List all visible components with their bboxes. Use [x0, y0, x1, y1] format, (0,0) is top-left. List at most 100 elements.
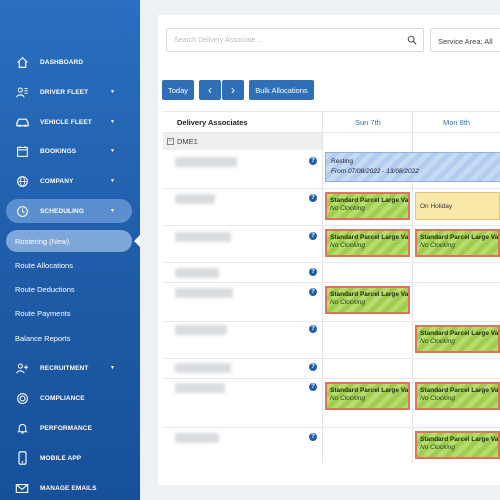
holiday-cell[interactable]: On Holiday: [415, 192, 500, 220]
subnav-balance-reports[interactable]: Balance Reports: [6, 327, 132, 349]
prev-button[interactable]: ‹: [199, 80, 221, 100]
nav-label: MOBILE APP: [40, 454, 82, 462]
subnav-route-payments[interactable]: Route Payments: [6, 302, 132, 324]
column-divider: [412, 112, 413, 463]
nav-vehicle-fleet[interactable]: VEHICLE FLEET ▼: [0, 110, 140, 134]
bulk-allocations-button[interactable]: Bulk Allocations: [249, 80, 314, 100]
next-button[interactable]: ›: [222, 80, 244, 100]
associate-name-redacted: [175, 157, 237, 167]
main-panel: Search Delivery Associate ... Service Ar…: [158, 15, 500, 485]
row-divider: [163, 321, 500, 322]
row-divider: [163, 132, 500, 133]
shift-cell[interactable]: Standard Parcel Large Va No Clocking: [415, 229, 500, 257]
nav-mobile-app[interactable]: MOBILE APP: [0, 446, 140, 470]
today-button[interactable]: Today: [162, 80, 194, 100]
subnav-label: Route Allocations: [15, 260, 73, 270]
subnav-label: Route Payments: [15, 308, 71, 318]
associate-name-redacted: [175, 433, 219, 443]
associate-name-redacted: [175, 383, 225, 393]
shift-status: No Clocking: [330, 205, 366, 212]
help-icon[interactable]: ?: [309, 268, 317, 276]
shift-status: No Clocking: [420, 444, 456, 451]
shift-cell[interactable]: Standard Parcel Large Va No Clocking: [325, 192, 410, 220]
shift-title: Standard Parcel Large Va: [420, 330, 499, 337]
column-divider: [322, 112, 323, 463]
nav-performance[interactable]: PERFORMANCE: [0, 416, 140, 440]
day-header-sun[interactable]: Sun 7th: [355, 117, 381, 127]
shift-title: Standard Parcel Large Va: [330, 291, 409, 298]
car-icon: [14, 114, 30, 130]
collapse-icon[interactable]: −: [167, 138, 174, 145]
shift-status: No Clocking: [330, 242, 366, 249]
nav-compliance[interactable]: COMPLIANCE: [0, 386, 140, 410]
row-divider: [163, 427, 500, 428]
day-header-mon[interactable]: Mon 8th: [443, 117, 471, 127]
nav-recruitment[interactable]: RECRUITMENT ▼: [0, 356, 140, 380]
subnav-route-allocations[interactable]: Route Allocations: [6, 254, 132, 276]
nav-manage-emails[interactable]: MANAGE EMAILS: [0, 476, 140, 500]
nav-company[interactable]: COMPANY ▼: [0, 169, 140, 193]
shift-title: Standard Parcel Large Va: [420, 436, 499, 443]
row-divider: [163, 282, 500, 283]
associate-name-redacted: [175, 268, 219, 278]
service-area-select[interactable]: Service Area: All: [430, 28, 500, 52]
nav-label: DRIVER FLEET: [40, 88, 89, 96]
calendar-icon: [14, 143, 30, 159]
help-icon[interactable]: ?: [309, 194, 317, 202]
shift-title: Standard Parcel Large Va: [330, 387, 409, 394]
resting-block[interactable]: Resting From 07/08/2022 - 13/08/2022: [325, 152, 500, 182]
help-icon[interactable]: ?: [309, 157, 317, 165]
sidebar: DASHBOARD DRIVER FLEET ▼ VEHICLE FLEET ▼…: [0, 0, 140, 500]
shift-cell[interactable]: Standard Parcel Large Va No Clocking: [325, 229, 410, 257]
help-icon[interactable]: ?: [309, 288, 317, 296]
help-icon[interactable]: ?: [309, 433, 317, 441]
nav-scheduling[interactable]: SCHEDULING ▼: [6, 199, 132, 223]
shift-status: No Clocking: [420, 242, 456, 249]
add-user-icon: [14, 360, 30, 376]
chevron-down-icon: ▼: [110, 89, 116, 95]
row-divider: [163, 262, 500, 263]
nav-driver-fleet[interactable]: DRIVER FLEET ▼: [0, 80, 140, 104]
bell-icon: [14, 420, 30, 436]
row-divider: [163, 188, 500, 189]
shift-cell[interactable]: Standard Parcel Large Va No Clocking: [415, 382, 500, 410]
help-icon[interactable]: ?: [309, 363, 317, 371]
nav-label: BOOKINGS: [40, 147, 77, 155]
search-input[interactable]: Search Delivery Associate ...: [166, 28, 424, 52]
row-divider: [163, 378, 500, 379]
subnav-label: Route Deductions: [15, 284, 75, 294]
shift-title: Standard Parcel Large Va: [330, 234, 409, 241]
clock-icon: [14, 203, 30, 219]
subnav-rostering[interactable]: Rostering (New): [6, 230, 132, 252]
chevron-down-icon: ▼: [110, 148, 116, 154]
associate-name-redacted: [175, 325, 227, 335]
nav-label: RECRUITMENT: [40, 364, 89, 372]
shift-cell[interactable]: Standard Parcel Large Va No Clocking: [415, 325, 500, 353]
nav-label: MANAGE EMAILS: [40, 484, 97, 492]
active-indicator: [134, 235, 140, 247]
shift-status: No Clocking: [330, 395, 366, 402]
shift-status: No Clocking: [330, 299, 366, 306]
group-row-dme1[interactable]: − DME1: [163, 133, 322, 150]
group-label: DME1: [177, 137, 198, 146]
nav-label: COMPANY: [40, 177, 74, 185]
shift-status: No Clocking: [420, 338, 456, 345]
associate-name-redacted: [175, 194, 215, 204]
shift-cell[interactable]: Standard Parcel Large Va No Clocking: [325, 286, 410, 314]
resting-dates: From 07/08/2022 - 13/08/2022: [331, 168, 419, 175]
nav-bookings[interactable]: BOOKINGS ▼: [0, 139, 140, 163]
shift-status: No Clocking: [420, 395, 456, 402]
nav-label: SCHEDULING: [40, 207, 84, 215]
help-icon[interactable]: ?: [309, 232, 317, 240]
drivers-icon: [14, 84, 30, 100]
subnav-route-deductions[interactable]: Route Deductions: [6, 278, 132, 300]
nav-label: PERFORMANCE: [40, 424, 93, 432]
help-icon[interactable]: ?: [309, 383, 317, 391]
target-icon: [14, 390, 30, 406]
shift-cell[interactable]: Standard Parcel Large Va No Clocking: [325, 382, 410, 410]
nav-dashboard[interactable]: DASHBOARD: [0, 50, 140, 74]
email-icon: [14, 480, 30, 496]
shift-cell[interactable]: Standard Parcel Large Va No Clocking: [415, 431, 500, 459]
help-icon[interactable]: ?: [309, 325, 317, 333]
associate-name-redacted: [175, 232, 231, 242]
